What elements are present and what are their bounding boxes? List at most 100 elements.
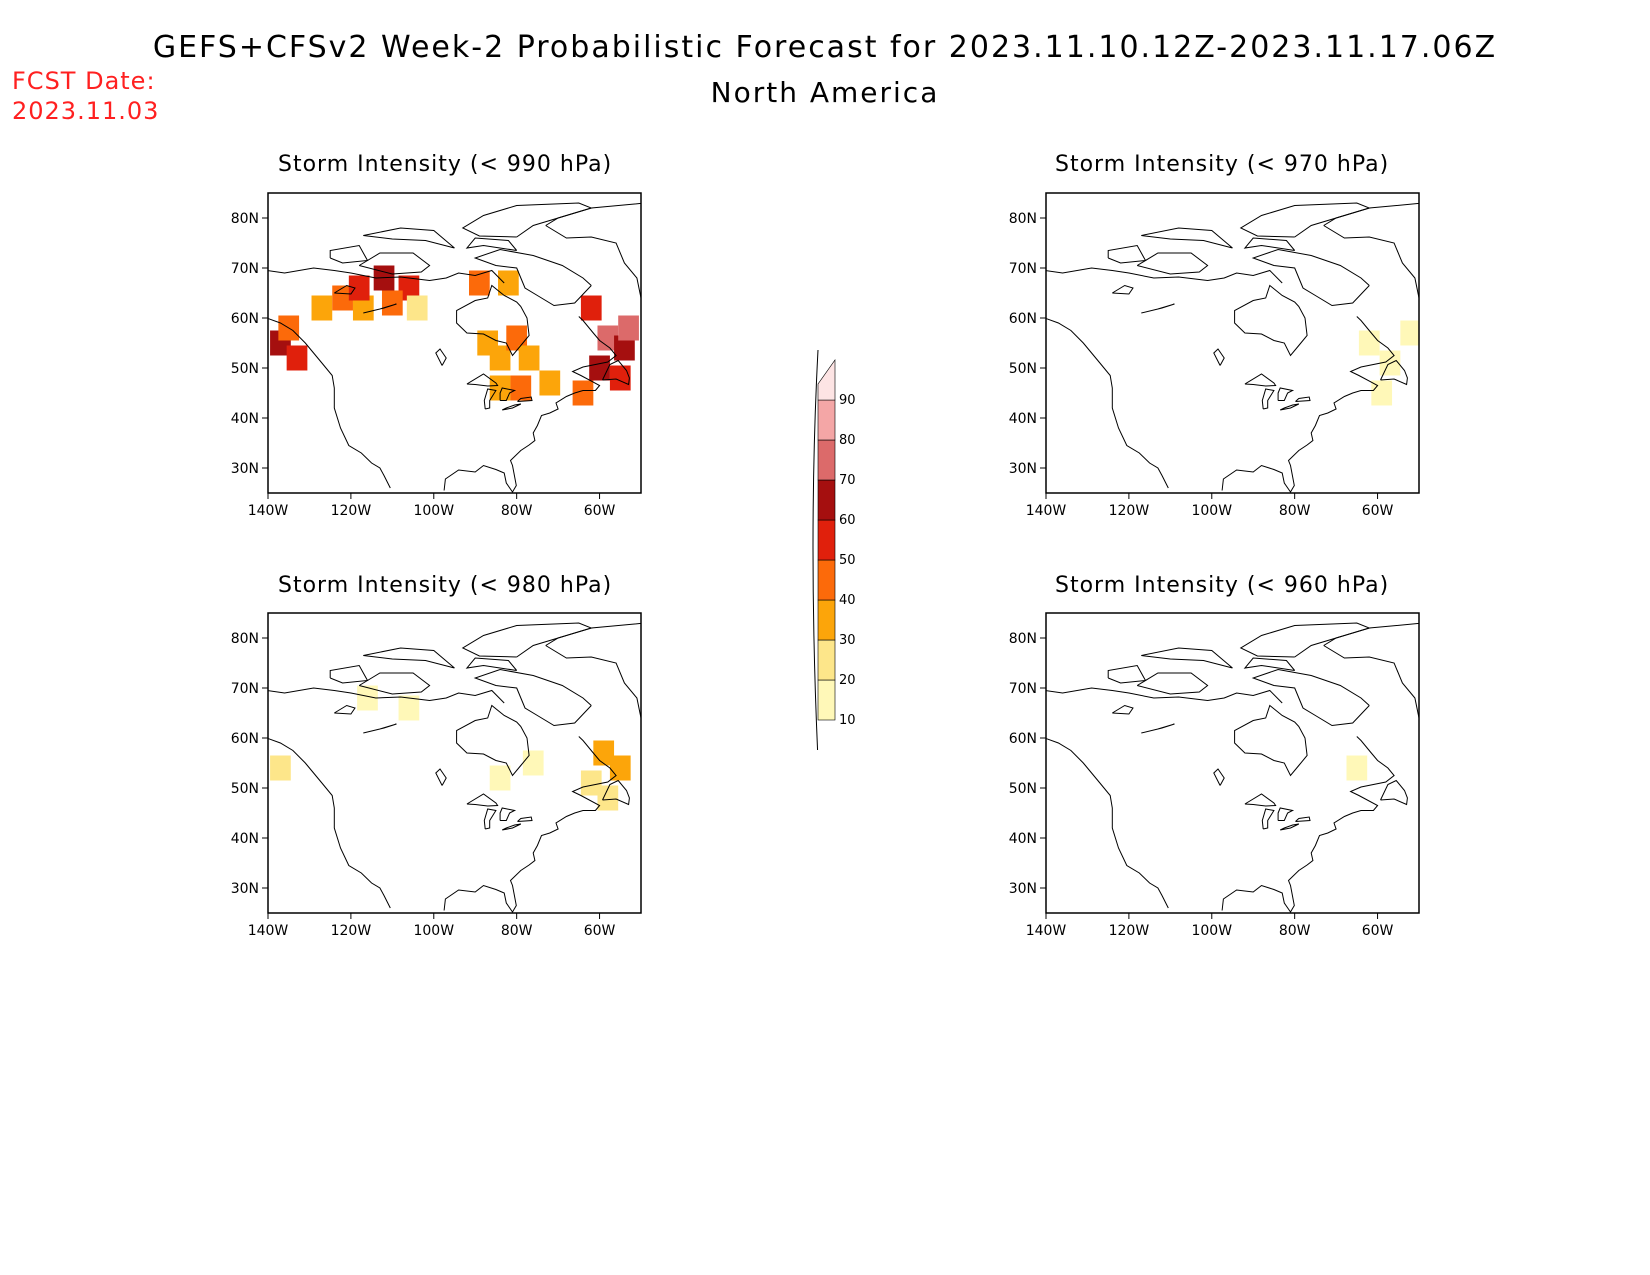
lon-tick-label: 60W	[1362, 503, 1394, 519]
coastline	[1112, 284, 1134, 295]
lon-tick-label: 140W	[1026, 503, 1067, 519]
probability-cell	[597, 325, 619, 351]
probability-cell	[609, 755, 631, 781]
coastline	[268, 317, 391, 489]
colorbar-segment	[817, 399, 836, 441]
coastline	[363, 303, 397, 314]
lat-tick-label: 50N	[231, 361, 259, 377]
probability-cell	[332, 285, 353, 311]
coastline	[1234, 704, 1308, 777]
map-panel-980: 30N 40N 50N 60N 70N 80N 140W 120W 100W 80W 60W	[231, 612, 642, 939]
probability-cell	[609, 365, 631, 391]
colorbar-label: 40	[839, 593, 856, 608]
lat-tick-label: 70N	[1009, 681, 1037, 697]
lat-tick-label: 30N	[231, 461, 259, 477]
coastline	[499, 387, 517, 401]
colorbar-label: 20	[839, 673, 856, 688]
lon-tick-label: 80W	[1279, 923, 1311, 939]
coastline	[473, 668, 592, 727]
coastline	[1279, 823, 1300, 831]
panel-title-960: Storm Intensity (< 960 hPa)	[1055, 573, 1390, 598]
coastline	[1243, 657, 1296, 671]
probability-cell	[489, 765, 511, 791]
coastline	[456, 704, 530, 777]
coastline	[1244, 793, 1277, 807]
coastline	[1277, 807, 1295, 821]
coastline	[358, 672, 431, 695]
probability-cell	[270, 755, 291, 781]
coastline	[1323, 622, 1419, 719]
lat-tick-label: 40N	[1009, 411, 1037, 427]
lat-tick-label: 50N	[231, 781, 259, 797]
lat-tick-label: 80N	[231, 211, 259, 227]
probability-cell	[572, 380, 594, 406]
coastline	[268, 687, 505, 704]
map-panel-990: 30N 40N 50N 60N 70N 80N 140W 120W 100W 80W 60W	[231, 192, 642, 519]
colorbar-label: 60	[839, 513, 856, 528]
lat-tick-label: 40N	[231, 411, 259, 427]
colorbar-label: 10	[839, 713, 856, 728]
lon-tick-label: 80W	[501, 923, 533, 939]
probability-cell	[1346, 755, 1368, 781]
colorbar-label: 30	[839, 633, 856, 648]
coastline	[465, 237, 518, 251]
page-title: GEFS+CFSv2 Week-2 Probabilistic Forecast…	[152, 30, 1498, 65]
coastline	[1261, 808, 1275, 830]
panel-title-990: Storm Intensity (< 990 hPa)	[278, 152, 613, 177]
coastline	[1213, 348, 1225, 366]
coastline	[1295, 816, 1311, 822]
fcst-date-value: 2023.11.03	[12, 97, 160, 125]
map-frame	[267, 612, 642, 914]
coastline	[363, 647, 455, 669]
coastline	[1046, 267, 1283, 284]
colorbar-label: 80	[839, 433, 856, 448]
coastline	[466, 373, 499, 387]
colorbar-segment	[817, 519, 836, 561]
probability-cell	[348, 275, 370, 301]
coastline	[1277, 387, 1295, 401]
probability-cell	[1400, 320, 1419, 346]
panel-title-980: Storm Intensity (< 980 hPa)	[278, 573, 613, 598]
panel-title-970: Storm Intensity (< 970 hPa)	[1055, 152, 1390, 177]
probability-cell	[311, 295, 333, 321]
colorbar-label: 90	[839, 393, 856, 408]
coastline	[1046, 687, 1283, 704]
coastline	[545, 622, 641, 719]
coastline	[268, 737, 391, 909]
lon-tick-label: 120W	[1109, 923, 1150, 939]
colorbar-segment	[817, 639, 836, 681]
coastline	[602, 779, 630, 806]
probability-cell	[352, 295, 374, 321]
lat-tick-label: 60N	[1009, 731, 1037, 747]
coastline	[473, 248, 592, 307]
lat-tick-label: 60N	[1009, 311, 1037, 327]
coastline	[363, 723, 397, 734]
colorbar-label: 50	[839, 553, 856, 568]
colorbar-segment	[817, 479, 836, 521]
lon-tick-label: 140W	[248, 923, 289, 939]
coastline	[268, 267, 505, 284]
probability-cell	[510, 375, 532, 401]
lat-tick-label: 60N	[231, 731, 259, 747]
map-content	[268, 202, 641, 493]
coastline	[517, 396, 533, 402]
coastline	[1251, 248, 1370, 307]
colorbar-legend: 10 20 30 40 50 60 70 80 90	[812, 349, 856, 750]
lon-tick-label: 120W	[331, 503, 372, 519]
coastline	[1244, 373, 1277, 387]
probability-cell	[614, 335, 635, 361]
forecast-date: FCST Date: 2023.11.03	[12, 66, 159, 126]
lat-tick-label: 80N	[1009, 631, 1037, 647]
coastline	[461, 622, 593, 658]
map-frame	[1045, 612, 1420, 914]
probability-cell	[1358, 330, 1380, 356]
coastline	[363, 227, 455, 249]
coastline	[602, 359, 630, 386]
coastline	[1279, 403, 1300, 411]
probability-cell	[580, 770, 602, 796]
colorbar-segment	[817, 559, 836, 601]
coastline	[329, 244, 369, 264]
coastline	[483, 388, 497, 410]
map-content	[268, 622, 641, 913]
map-content	[1046, 622, 1419, 913]
